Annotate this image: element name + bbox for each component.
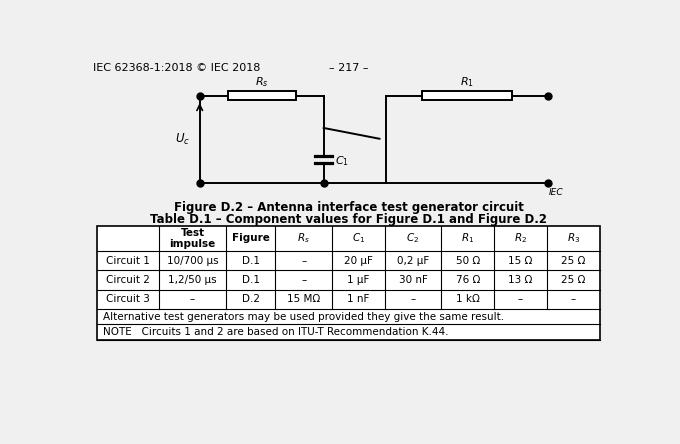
Text: NOTE   Circuits 1 and 2 are based on ITU-T Recommendation K.44.: NOTE Circuits 1 and 2 are based on ITU-T…	[103, 327, 448, 337]
Text: 1 µF: 1 µF	[347, 275, 370, 285]
Text: D.1: D.1	[242, 256, 260, 266]
Text: –: –	[301, 275, 307, 285]
Text: $R_1$: $R_1$	[460, 75, 474, 89]
Text: $U_c$: $U_c$	[175, 131, 190, 147]
Text: – 217 –: – 217 –	[328, 63, 369, 72]
Text: –: –	[518, 294, 523, 304]
Text: 1,2/50 µs: 1,2/50 µs	[168, 275, 217, 285]
Text: 50 Ω: 50 Ω	[456, 256, 480, 266]
Bar	[228, 91, 296, 100]
Text: $R_2$: $R_2$	[514, 232, 527, 246]
Text: –: –	[571, 294, 576, 304]
Text: 25 Ω: 25 Ω	[561, 275, 585, 285]
Text: Figure: Figure	[232, 234, 270, 243]
Text: 76 Ω: 76 Ω	[456, 275, 480, 285]
Text: $R_3$: $R_3$	[566, 232, 580, 246]
Text: D.1: D.1	[242, 275, 260, 285]
Text: –: –	[190, 294, 195, 304]
Text: Circuit 2: Circuit 2	[106, 275, 150, 285]
Text: 30 nF: 30 nF	[398, 275, 428, 285]
Text: D.2: D.2	[242, 294, 260, 304]
Bar	[422, 91, 512, 100]
Bar	[97, 226, 600, 340]
Text: 10/700 µs: 10/700 µs	[167, 256, 218, 266]
Text: 0,2 µF: 0,2 µF	[397, 256, 429, 266]
Text: $R_s$: $R_s$	[297, 232, 310, 246]
Text: 1 nF: 1 nF	[347, 294, 370, 304]
Text: IEC: IEC	[549, 188, 563, 197]
Text: 13 Ω: 13 Ω	[508, 275, 532, 285]
Text: Table D.1 – Component values for Figure D.1 and Figure D.2: Table D.1 – Component values for Figure …	[150, 214, 547, 226]
Text: 15 MΩ: 15 MΩ	[287, 294, 320, 304]
Text: $C_1$: $C_1$	[335, 154, 350, 168]
Text: Circuit 3: Circuit 3	[106, 294, 150, 304]
Text: Figure D.2 – Antenna interface test generator circuit: Figure D.2 – Antenna interface test gene…	[173, 201, 524, 214]
Text: –: –	[301, 256, 307, 266]
Text: Alternative test generators may be used provided they give the same result.: Alternative test generators may be used …	[103, 312, 504, 321]
Text: IEC 62368-1:2018 © IEC 2018: IEC 62368-1:2018 © IEC 2018	[92, 63, 260, 72]
Text: $R_s$: $R_s$	[255, 75, 269, 89]
Text: $R_1$: $R_1$	[461, 232, 474, 246]
Text: –: –	[411, 294, 415, 304]
Text: $C_1$: $C_1$	[352, 232, 365, 246]
Text: 15 Ω: 15 Ω	[508, 256, 532, 266]
Text: 1 kΩ: 1 kΩ	[456, 294, 479, 304]
Text: 20 µF: 20 µF	[344, 256, 373, 266]
Text: $C_2$: $C_2$	[407, 232, 420, 246]
Text: 25 Ω: 25 Ω	[561, 256, 585, 266]
Text: Test
impulse: Test impulse	[169, 228, 216, 249]
Text: Circuit 1: Circuit 1	[106, 256, 150, 266]
